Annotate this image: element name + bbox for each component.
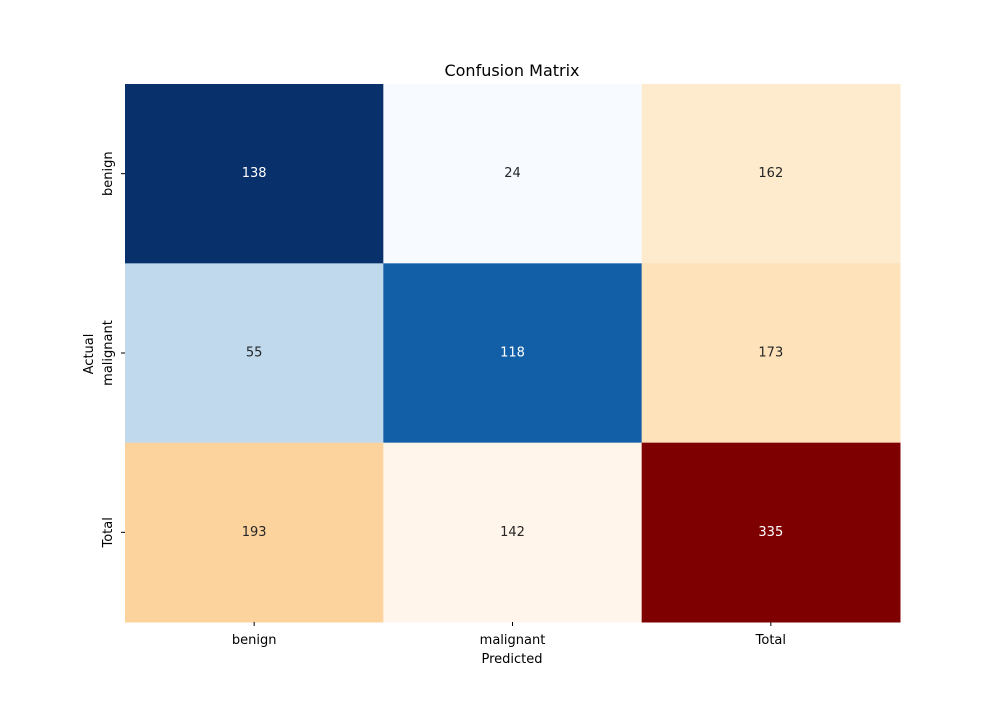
heatmap-cell xyxy=(641,84,901,264)
y-tick-label: benign xyxy=(101,151,116,196)
y-axis-ticks: benign malignant Total xyxy=(101,151,125,549)
cell-value-label: 55 xyxy=(246,346,263,361)
x-tick-label: benign xyxy=(232,633,277,648)
cell-value-label: 162 xyxy=(758,166,783,181)
cell-value-label: 142 xyxy=(500,525,525,540)
y-tick-label: Total xyxy=(101,517,116,548)
cell-value-label: 193 xyxy=(242,525,267,540)
heatmap-cells: 138 24 162 55 118 173 193 142 335 xyxy=(125,84,901,623)
cell-value-label: 24 xyxy=(504,166,521,181)
x-axis-ticks: benign malignant Total xyxy=(232,622,786,648)
x-tick-label: Total xyxy=(755,633,786,648)
chart-title: Confusion Matrix xyxy=(444,61,579,80)
heatmap-cell xyxy=(383,442,643,623)
cell-value-label: 138 xyxy=(242,166,267,181)
heatmap-cell xyxy=(641,442,901,623)
cell-value-label: 335 xyxy=(758,525,783,540)
x-axis-label: Predicted xyxy=(481,652,542,667)
heatmap-cell xyxy=(125,263,384,444)
heatmap-cell xyxy=(383,84,643,264)
heatmap-cell xyxy=(641,263,901,444)
cell-value-label: 173 xyxy=(758,346,783,361)
heatmap-cell xyxy=(125,442,384,623)
y-tick-label: malignant xyxy=(101,320,116,386)
heatmap-cell xyxy=(383,263,643,444)
heatmap-cell xyxy=(125,84,384,264)
y-axis-label: Actual xyxy=(82,334,97,375)
cell-value-label: 118 xyxy=(500,346,525,361)
x-tick-label: malignant xyxy=(480,633,546,648)
